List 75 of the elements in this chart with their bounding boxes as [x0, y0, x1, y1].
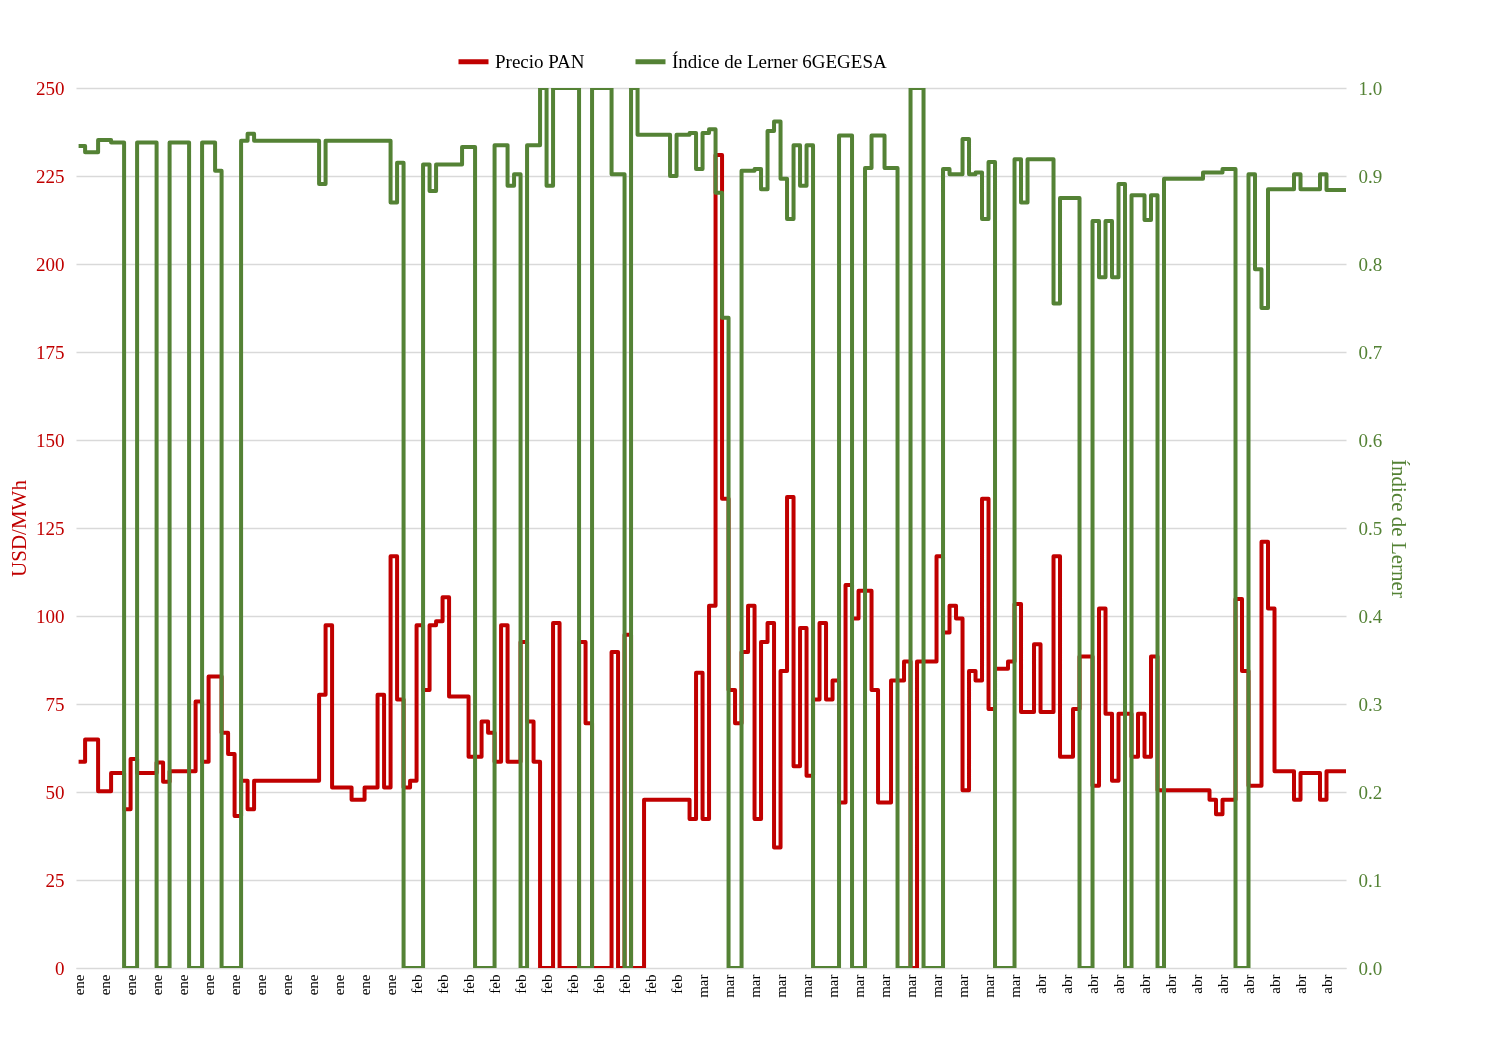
y-tick-label: 75	[45, 693, 65, 715]
y-tick-label: 25	[45, 869, 65, 891]
x-tick-label: mar	[981, 974, 998, 998]
y2-tick-label: 0.7	[1358, 341, 1383, 363]
y2-axis-title: Índice de Lerner	[1387, 459, 1412, 598]
y-tick-label: 225	[36, 165, 65, 187]
x-tick-label: ene	[201, 974, 218, 996]
x-tick-label: abr	[1085, 974, 1102, 994]
x-tick-label: abr	[1241, 974, 1258, 994]
x-tick-label: mar	[929, 974, 946, 998]
x-tick-label: abr	[1319, 974, 1335, 994]
x-tick-label: ene	[305, 974, 322, 996]
x-tick-label: mar	[851, 974, 868, 998]
x-tick-label: abr	[1215, 974, 1232, 994]
y2-tick-label: 0.9	[1358, 165, 1383, 187]
x-tick-label: mar	[877, 974, 894, 998]
legend-label: Precio PAN	[495, 50, 585, 72]
y2-tick-label: 0.8	[1358, 253, 1383, 275]
y-axis-title: USD/MWh	[7, 479, 31, 577]
x-tick-label: ene	[331, 974, 348, 996]
y2-tick-label: 0.6	[1358, 429, 1383, 451]
y2-tick-label: 0.3	[1358, 693, 1383, 715]
legend-label: Índice de Lerner 6GEGESA	[672, 50, 887, 72]
x-tick-label: feb	[435, 974, 452, 994]
x-tick-label: abr	[1267, 974, 1284, 994]
x-tick-label: mar	[1007, 974, 1024, 998]
x-tick-label: feb	[487, 974, 504, 994]
y2-tick-label: 0.0	[1358, 957, 1383, 979]
x-tick-label: mar	[773, 974, 790, 998]
x-tick-label: mar	[721, 974, 738, 998]
y-tick-label: 0	[55, 957, 65, 979]
x-tick-label: ene	[97, 974, 114, 996]
x-tick-label: feb	[461, 974, 478, 994]
x-tick-label: mar	[747, 974, 764, 998]
y-tick-label: 125	[36, 517, 65, 539]
x-tick-label: feb	[409, 974, 426, 994]
x-tick-label: abr	[1033, 974, 1050, 994]
x-tick-label: feb	[643, 974, 660, 994]
x-tick-label: feb	[617, 974, 634, 994]
x-tick-label: mar	[799, 974, 816, 998]
y-tick-label: 50	[45, 781, 65, 803]
x-tick-label: feb	[513, 974, 530, 994]
y2-tick-label: 0.4	[1358, 605, 1383, 627]
x-tick-label: abr	[1293, 974, 1309, 994]
y-tick-label: 200	[36, 253, 65, 275]
x-tick-label: abr	[1111, 974, 1128, 994]
x-tick-label: abr	[1059, 974, 1076, 994]
x-tick-label: feb	[539, 974, 556, 994]
y-tick-label: 175	[36, 341, 65, 363]
x-tick-label: feb	[591, 974, 608, 994]
y-tick-label: 100	[36, 605, 65, 627]
x-tick-label: ene	[71, 974, 88, 996]
x-tick-label: ene	[123, 974, 140, 996]
x-tick-label: mar	[695, 974, 712, 998]
x-tick-label: abr	[1189, 974, 1206, 994]
x-tick-label: mar	[825, 974, 842, 998]
y2-tick-label: 0.5	[1358, 517, 1383, 539]
x-tick-label: feb	[669, 974, 686, 994]
y2-tick-label: 0.1	[1358, 869, 1383, 891]
x-tick-label: mar	[903, 974, 920, 998]
x-tick-label: feb	[565, 974, 582, 994]
x-tick-label: ene	[253, 974, 270, 996]
x-tick-label: ene	[149, 974, 166, 996]
y-tick-label: 150	[36, 429, 65, 451]
y-tick-label: 250	[36, 77, 65, 99]
x-tick-label: ene	[357, 974, 374, 996]
x-tick-label: ene	[279, 974, 296, 996]
y2-tick-label: 1.0	[1358, 77, 1383, 99]
x-tick-label: ene	[227, 974, 244, 996]
x-tick-label: ene	[383, 974, 400, 996]
x-tick-label: mar	[955, 974, 972, 998]
x-tick-label: abr	[1163, 974, 1180, 994]
x-tick-label: abr	[1137, 974, 1154, 994]
y2-tick-label: 0.2	[1358, 781, 1383, 803]
x-tick-label: ene	[175, 974, 192, 996]
